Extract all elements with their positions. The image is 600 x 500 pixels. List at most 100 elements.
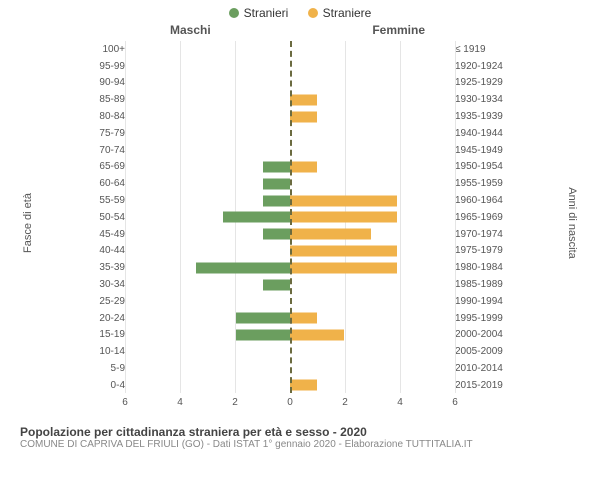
birth-year-label: 1970-1974 — [451, 229, 510, 240]
age-label: 75-79 — [80, 128, 129, 139]
bar-female — [290, 212, 397, 223]
age-row: 45-49 1970-1974 — [80, 226, 510, 243]
birth-year-label: 2015-2019 — [451, 380, 510, 391]
x-axis: 6 4 2 0 2 4 6 — [80, 397, 510, 411]
birth-year-label: 1920-1924 — [451, 61, 510, 72]
bar-female — [290, 195, 397, 206]
column-header-female: Femmine — [372, 23, 425, 37]
birth-year-label: 2000-2004 — [451, 329, 510, 340]
age-row: 15-19 2000-2004 — [80, 327, 510, 344]
x-tick: 2 — [232, 397, 238, 408]
age-row: 35-39 1980-1984 — [80, 259, 510, 276]
birth-year-label: 1980-1984 — [451, 262, 510, 273]
age-label: 10-14 — [80, 346, 129, 357]
age-label: 0-4 — [80, 380, 129, 391]
birth-year-label: 1985-1989 — [451, 279, 510, 290]
birth-year-label: 1925-1929 — [451, 77, 510, 88]
age-label: 20-24 — [80, 313, 129, 324]
age-label: 95-99 — [80, 61, 129, 72]
bar-female — [290, 380, 317, 391]
bar-male — [263, 178, 290, 189]
bar-female — [290, 161, 317, 172]
age-label: 80-84 — [80, 111, 129, 122]
age-row: 5-92010-2014 — [80, 360, 510, 377]
birth-year-label: 1935-1939 — [451, 111, 510, 122]
age-row: 65-69 1950-1954 — [80, 159, 510, 176]
legend-swatch-male — [229, 8, 239, 18]
x-tick: 6 — [452, 397, 458, 408]
birth-year-label: 1945-1949 — [451, 145, 510, 156]
birth-year-label: ≤ 1919 — [451, 44, 510, 55]
bar-male — [263, 229, 290, 240]
age-label: 70-74 — [80, 145, 129, 156]
bar-female — [290, 245, 397, 256]
age-label: 25-29 — [80, 296, 129, 307]
age-label: 15-19 — [80, 329, 129, 340]
age-row: 30-34 1985-1989 — [80, 276, 510, 293]
bar-female — [290, 313, 317, 324]
bar-male — [236, 329, 290, 340]
age-row: 55-591960-1964 — [80, 192, 510, 209]
age-row: 90-94 1925-1929 — [80, 75, 510, 92]
chart-caption: Popolazione per cittadinanza straniera p… — [20, 425, 580, 450]
legend-item-male: Stranieri — [229, 6, 289, 20]
age-label: 50-54 — [80, 212, 129, 223]
x-tick: 2 — [342, 397, 348, 408]
bar-male — [223, 212, 290, 223]
caption-title: Popolazione per cittadinanza straniera p… — [20, 425, 580, 439]
bar-male — [263, 195, 290, 206]
bar-female — [290, 262, 397, 273]
age-row: 95-99 1920-1924 — [80, 58, 510, 75]
bar-male — [263, 161, 290, 172]
x-tick: 6 — [122, 397, 128, 408]
x-tick: 0 — [287, 397, 293, 408]
birth-year-label: 2005-2009 — [451, 346, 510, 357]
age-label: 65-69 — [80, 161, 129, 172]
age-label: 30-34 — [80, 279, 129, 290]
age-label: 45-49 — [80, 229, 129, 240]
birth-year-label: 1990-1994 — [451, 296, 510, 307]
age-label: 100+ — [80, 44, 129, 55]
chart-legend: Stranieri Straniere — [0, 0, 600, 23]
age-label: 55-59 — [80, 195, 129, 206]
chart-area: Maschi Femmine Fasce di età Anni di nasc… — [20, 23, 580, 423]
age-label: 60-64 — [80, 178, 129, 189]
birth-year-label: 1975-1979 — [451, 245, 510, 256]
age-row: 10-14 2005-2009 — [80, 343, 510, 360]
age-row: 60-64 1955-1959 — [80, 175, 510, 192]
bar-male — [236, 313, 290, 324]
age-row: 0-4 2015-2019 — [80, 377, 510, 394]
bar-male — [263, 279, 290, 290]
legend-label-female: Straniere — [323, 6, 372, 20]
age-label: 35-39 — [80, 262, 129, 273]
bar-female — [290, 329, 344, 340]
birth-year-label: 1930-1934 — [451, 94, 510, 105]
birth-year-label: 1995-1999 — [451, 313, 510, 324]
y-axis-right-label: Anni di nascita — [566, 187, 578, 259]
age-row: 20-24 1995-1999 — [80, 310, 510, 327]
birth-year-label: 1955-1959 — [451, 178, 510, 189]
age-label: 90-94 — [80, 77, 129, 88]
column-header-male: Maschi — [170, 23, 211, 37]
age-row: 80-84 1935-1939 — [80, 108, 510, 125]
age-row: 85-891930-1934 — [80, 91, 510, 108]
caption-subtitle: COMUNE DI CAPRIVA DEL FRIULI (GO) - Dati… — [20, 439, 580, 450]
age-row: 75-79 1940-1944 — [80, 125, 510, 142]
x-tick: 4 — [397, 397, 403, 408]
x-tick: 4 — [177, 397, 183, 408]
age-row: 25-29 1990-1994 — [80, 293, 510, 310]
age-label: 40-44 — [80, 245, 129, 256]
y-axis-left-label: Fasce di età — [22, 193, 34, 253]
age-label: 5-9 — [80, 363, 129, 374]
age-row: 100+ ≤ 1919 — [80, 41, 510, 58]
birth-year-label: 1940-1944 — [451, 128, 510, 139]
age-row: 50-541965-1969 — [80, 209, 510, 226]
plot-area: 100+ ≤ 1919 95-99 1920-1924 90-94 1925-1929 85… — [80, 41, 510, 393]
birth-year-label: 1950-1954 — [451, 161, 510, 172]
legend-label-male: Stranieri — [244, 6, 289, 20]
bar-male — [196, 262, 290, 273]
bar-female — [290, 111, 317, 122]
bar-female — [290, 94, 317, 105]
legend-swatch-female — [308, 8, 318, 18]
bar-female — [290, 229, 371, 240]
